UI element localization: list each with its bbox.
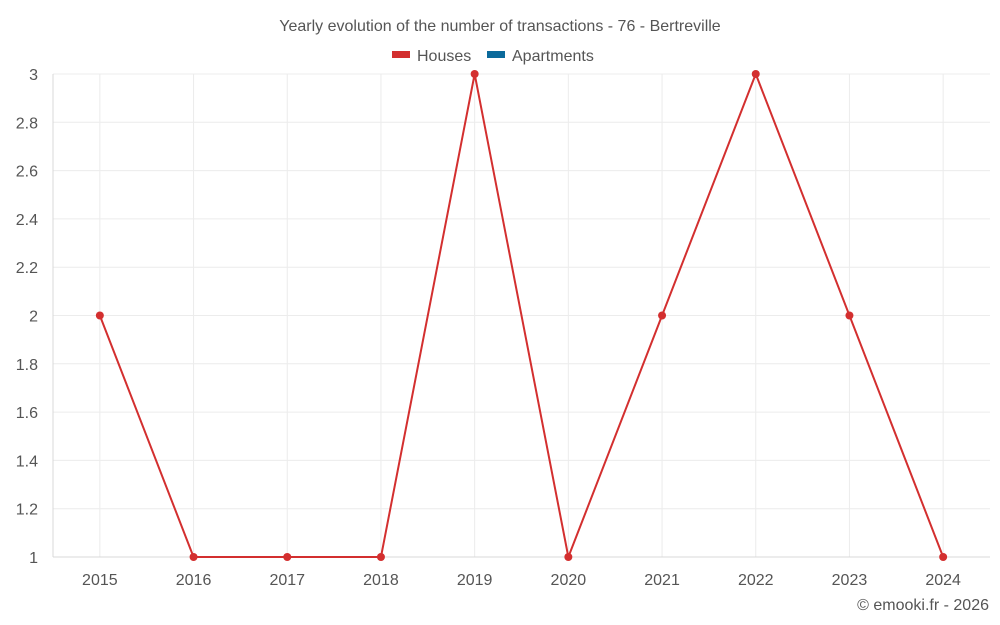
legend-swatch-apartments[interactable] (487, 51, 505, 58)
x-axis-ticks: 2015 2016 2017 2018 2019 2020 2021 2022 2023 2024 (82, 572, 961, 589)
data-point-houses[interactable] (95, 311, 104, 320)
y-tick-label: 2.2 (16, 260, 38, 277)
x-tick-label: 2021 (644, 572, 680, 589)
legend-label-houses[interactable]: Houses (417, 48, 471, 65)
data-point-houses[interactable] (658, 311, 667, 320)
chart-title: Yearly evolution of the number of transa… (279, 18, 721, 35)
x-tick-label: 2022 (738, 572, 774, 589)
series-line-houses (98, 73, 945, 558)
y-tick-label: 2 (29, 309, 38, 326)
x-tick-label: 2016 (176, 572, 212, 589)
data-point-houses[interactable] (470, 70, 479, 78)
x-tick-label: 2018 (363, 572, 399, 589)
y-tick-label: 2.6 (16, 164, 38, 181)
data-point-houses[interactable] (939, 553, 948, 561)
x-tick-label: 2019 (457, 572, 493, 589)
x-tick-label: 2023 (832, 572, 868, 589)
y-tick-label: 1.6 (16, 405, 38, 422)
data-point-houses[interactable] (564, 553, 573, 561)
y-tick-label: 1 (29, 550, 38, 567)
series (95, 70, 948, 561)
y-tick-label: 1.8 (16, 357, 38, 374)
legend-label-apartments[interactable]: Apartments (512, 48, 594, 65)
legend-swatch-houses[interactable] (392, 51, 410, 58)
y-tick-label: 1.2 (16, 502, 38, 519)
y-tick-label: 1.4 (16, 453, 38, 470)
data-point-houses[interactable] (751, 70, 760, 78)
data-point-houses[interactable] (283, 553, 292, 561)
y-tick-label: 2.4 (16, 212, 38, 229)
y-axis-ticks: 1 1.2 1.4 1.6 1.8 2 2.2 2.4 2.6 2.8 3 (16, 67, 38, 567)
legend: Houses Apartments (392, 48, 594, 65)
credit-text: © emooki.fr - 2026 (857, 597, 989, 614)
x-tick-label: 2017 (269, 572, 305, 589)
data-point-houses[interactable] (376, 553, 385, 561)
y-tick-label: 3 (29, 67, 38, 84)
x-tick-label: 2015 (82, 572, 118, 589)
y-tick-label: 2.8 (16, 115, 38, 132)
data-point-houses[interactable] (845, 311, 854, 320)
data-point-houses[interactable] (189, 553, 198, 561)
x-tick-label: 2020 (551, 572, 587, 589)
x-tick-label: 2024 (925, 572, 961, 589)
